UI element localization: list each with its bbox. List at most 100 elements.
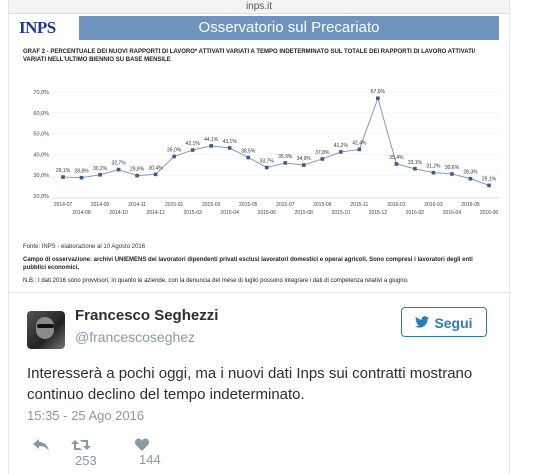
data-point — [246, 155, 251, 160]
data-point — [301, 163, 306, 167]
tweet-text: Interesserà a pochi oggi, ma i nuovi dat… — [27, 365, 473, 403]
retweet-icon — [71, 439, 91, 450]
x-tick-label: 2016-02 — [406, 210, 425, 216]
data-label: 30,6% — [445, 165, 460, 171]
y-tick-label: 40,0% — [33, 152, 49, 158]
author-name[interactable]: Francesco Seghezzi — [75, 307, 219, 324]
data-point — [413, 166, 417, 171]
x-tick-label: 2014-11 — [128, 202, 146, 208]
data-label: 42,4% — [352, 140, 367, 146]
header-title: Osservatorio sul Precariato — [79, 16, 499, 40]
author-handle[interactable]: @francescoseghez — [75, 329, 196, 345]
retweet-count: 253 — [75, 452, 97, 468]
data-label: 25,1% — [482, 176, 497, 182]
data-label: 29,1% — [56, 168, 71, 174]
x-tick-label: 2016-03 — [424, 202, 443, 208]
x-tick-label: 2015-01 — [165, 202, 184, 208]
data-label: 30,4% — [149, 165, 164, 171]
inps-logo: INPS — [19, 18, 56, 37]
x-tick-label: 2015-02 — [183, 210, 202, 216]
reply-button[interactable] — [33, 436, 49, 451]
x-tick-label: 2015-10 — [332, 210, 351, 216]
x-tick-label: 2014-12 — [146, 210, 165, 216]
data-label: 33,7% — [260, 159, 275, 165]
data-point — [190, 148, 195, 152]
like-count: 144 — [139, 452, 161, 468]
x-tick-label: 2015-07 — [276, 202, 295, 208]
x-tick-label: 2016-05 — [461, 202, 480, 208]
x-tick-label: 2015-05 — [239, 202, 258, 208]
data-point — [468, 176, 473, 181]
data-point — [339, 150, 343, 154]
data-point — [394, 162, 399, 166]
follow-button[interactable]: Segui — [401, 307, 487, 337]
data-label: 30,2% — [93, 166, 108, 172]
data-label: 32,7% — [111, 161, 126, 167]
x-tick-label: 2015-12 — [369, 210, 388, 216]
x-tick-label: 2015-09 — [313, 202, 332, 208]
avatar[interactable] — [27, 311, 65, 349]
data-label: 42,1% — [186, 141, 201, 147]
x-tick-label: 2014-10 — [109, 210, 128, 216]
y-tick-label: 60,0% — [33, 111, 49, 117]
data-point — [431, 170, 436, 175]
data-label: 41,2% — [334, 143, 349, 149]
data-point — [172, 154, 176, 159]
retweet-button[interactable]: 253 — [71, 436, 97, 468]
data-label: 29,8% — [130, 167, 145, 173]
x-tick-label: 2015-08 — [295, 210, 314, 216]
provisional-note: N.B.: I dati 2016 sono provvisori, in qu… — [23, 278, 409, 284]
y-tick-label: 70,0% — [33, 90, 49, 96]
data-point — [376, 96, 380, 101]
data-label: 38,5% — [241, 149, 256, 155]
data-point — [98, 172, 102, 177]
data-point — [450, 172, 454, 176]
heart-icon — [134, 438, 150, 452]
data-point — [487, 183, 491, 188]
data-label: 44,1% — [204, 137, 219, 143]
y-tick-label: 30,0% — [33, 173, 49, 179]
twitter-bird-icon — [415, 309, 430, 339]
source-note: Fonte: INPS - elaborazione al 10 Agosto … — [23, 244, 146, 250]
data-point — [116, 167, 121, 172]
y-tick-label: 50,0% — [33, 132, 49, 138]
data-label: 33,1% — [408, 160, 423, 166]
data-point — [79, 175, 84, 180]
chart-title: GRAF 2 - PERCENTUALE DEI NUOVI RAPPORTI … — [23, 49, 476, 63]
x-tick-label: 2016-06 — [480, 210, 499, 216]
data-label: 34,9% — [297, 156, 312, 162]
observation-note: Campo di osservazione: archivi UNIEMENS … — [23, 257, 473, 271]
data-label: 37,8% — [315, 150, 330, 156]
data-point — [320, 157, 325, 161]
data-label: 43,1% — [223, 139, 238, 145]
x-tick-label: 2015-11 — [350, 202, 368, 208]
avatar-glasses — [37, 324, 54, 328]
data-point — [264, 165, 269, 170]
data-label: 28,8% — [74, 169, 89, 175]
avatar-face — [36, 317, 54, 339]
data-label: 35,4% — [389, 155, 404, 161]
data-point — [61, 175, 65, 179]
tweet-timestamp[interactable]: 15:35 - 25 Ago 2016 — [27, 408, 145, 423]
data-label: 67,0% — [371, 89, 386, 95]
data-point — [283, 161, 288, 165]
x-tick-label: 2015-06 — [258, 210, 277, 216]
data-point — [135, 173, 139, 178]
data-label: 31,2% — [426, 164, 441, 170]
document-header: INPS Osservatorio sul Precariato — [19, 16, 499, 42]
data-point — [153, 172, 158, 177]
tweet-card: inps.it INPS Osservatorio sul Precariato… — [8, 0, 510, 474]
line-chart: 70,0% 60,0% 50,0% 40,0% 30,0% 20,0% 29,1% 2014-… — [33, 89, 499, 216]
x-tick-label: 2014-09 — [91, 202, 110, 208]
attached-image[interactable]: inps.it INPS Osservatorio sul Precariato… — [9, 0, 509, 293]
like-button[interactable]: 144 — [134, 436, 161, 468]
x-tick-label: 2016-04 — [443, 210, 462, 216]
data-point — [357, 147, 362, 152]
data-point — [227, 146, 232, 150]
data-label: 28,3% — [463, 170, 478, 176]
data-label: 35,9% — [278, 154, 293, 160]
tweet-body: Francesco Seghezzi @francescoseghez Segu… — [9, 293, 509, 474]
x-tick-label: 2014-07 — [54, 202, 73, 208]
x-tick-label: 2015-04 — [221, 210, 240, 216]
source-domain: inps.it — [9, 0, 509, 14]
